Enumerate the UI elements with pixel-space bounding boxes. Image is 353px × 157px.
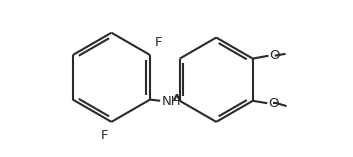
Text: O: O [269, 49, 280, 62]
Text: O: O [268, 97, 279, 110]
Text: NH: NH [162, 95, 181, 108]
Text: F: F [101, 129, 108, 142]
Text: F: F [154, 36, 162, 49]
